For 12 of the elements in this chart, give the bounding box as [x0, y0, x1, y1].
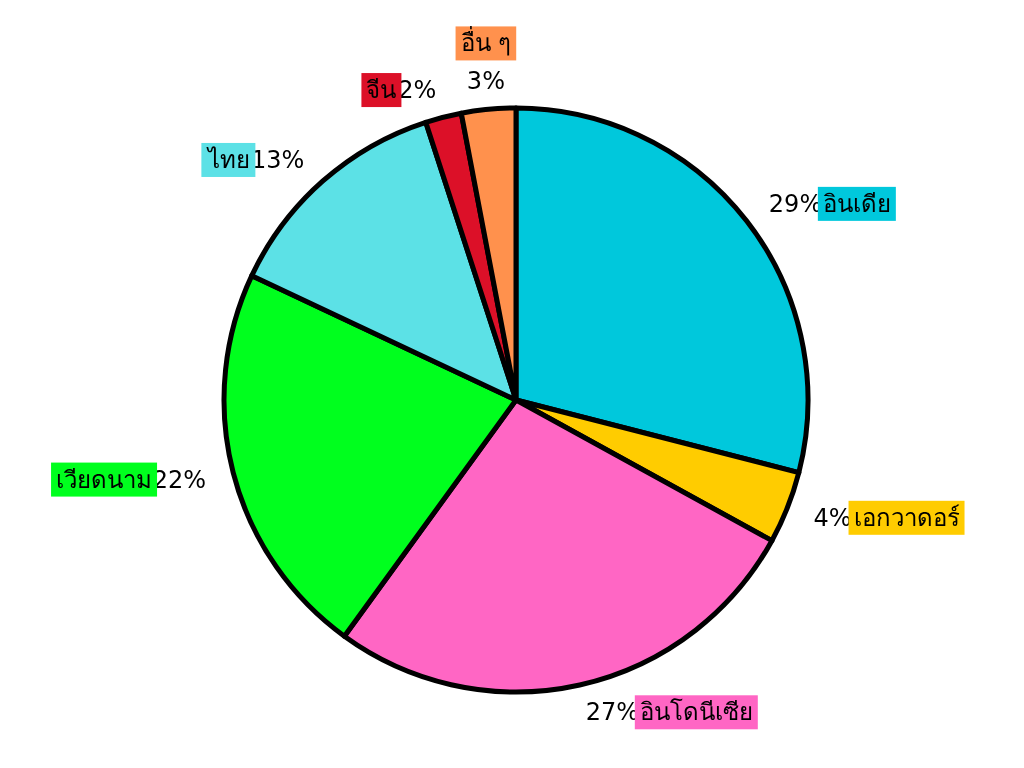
data-label: 3% [466, 67, 505, 96]
slice-label: เอกวาดอร์ [853, 503, 960, 532]
slice-label: อินโดนีเซีย [639, 698, 753, 727]
slice-label: จีน [366, 76, 397, 105]
data-label: 4% [813, 503, 852, 532]
slice-label: อินเดีย [822, 189, 891, 218]
data-label: 2% [398, 76, 437, 105]
slice-label: เวียดนาม [56, 465, 153, 494]
data-label: 13% [251, 145, 305, 174]
slice-label: อื่น ๆ [460, 26, 512, 58]
slice-label: ไทย [206, 145, 251, 174]
data-label: 22% [152, 465, 207, 494]
